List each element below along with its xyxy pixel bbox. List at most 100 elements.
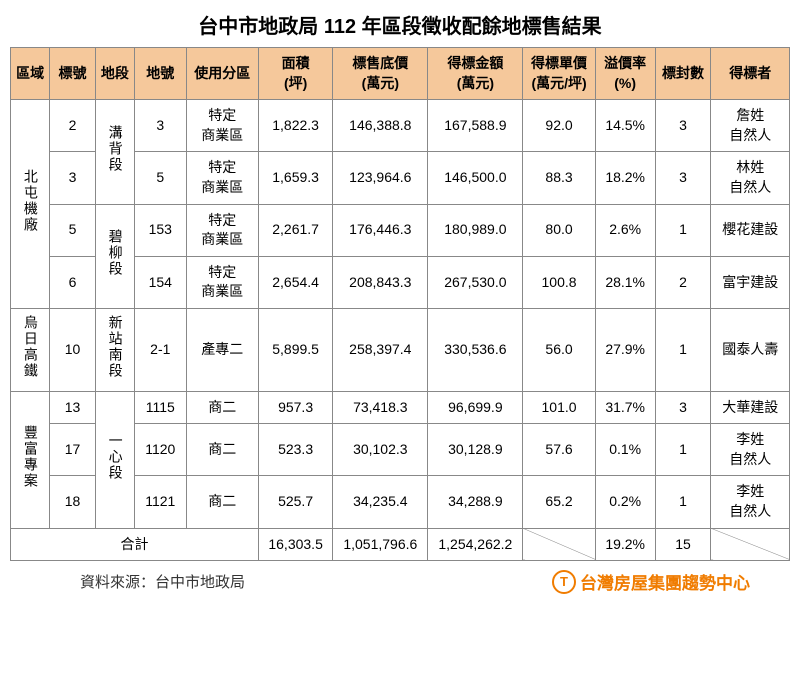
- total-area: 16,303.5: [258, 528, 332, 561]
- lot-cell: 1121: [134, 476, 186, 528]
- prem-cell: 27.9%: [595, 308, 655, 391]
- section-cell: 溝背段: [95, 100, 134, 204]
- prem-cell: 14.5%: [595, 100, 655, 152]
- col-count: 標封數: [655, 48, 711, 100]
- bid-cell: 180,989.0: [428, 204, 523, 256]
- footer: 資料來源：台中市地政局 T 台灣房屋集團趨勢中心: [10, 569, 790, 594]
- zone-cell: 豐富專案: [11, 391, 50, 528]
- total-bid: 1,254,262.2: [428, 528, 523, 561]
- area-cell: 1,659.3: [258, 152, 332, 204]
- lot-cell: 5: [134, 152, 186, 204]
- total-winner-empty: [711, 528, 790, 561]
- no-cell: 13: [50, 391, 95, 424]
- bid-cell: 330,536.6: [428, 308, 523, 391]
- unit-cell: 100.8: [523, 256, 595, 308]
- table-row: 北屯機廠2溝背段3特定商業區1,822.3146,388.8167,588.99…: [11, 100, 790, 152]
- count-cell: 1: [655, 204, 711, 256]
- section-cell: 一心段: [95, 391, 134, 528]
- bid-cell: 167,588.9: [428, 100, 523, 152]
- bid-cell: 30,128.9: [428, 424, 523, 476]
- prem-cell: 0.1%: [595, 424, 655, 476]
- use-cell: 商二: [186, 476, 258, 528]
- winner-cell: 林姓自然人: [711, 152, 790, 204]
- no-cell: 2: [50, 100, 95, 152]
- area-cell: 525.7: [258, 476, 332, 528]
- brand-icon: T: [552, 570, 576, 594]
- area-cell: 2,261.7: [258, 204, 332, 256]
- unit-cell: 101.0: [523, 391, 595, 424]
- count-cell: 1: [655, 308, 711, 391]
- no-cell: 10: [50, 308, 95, 391]
- prem-cell: 0.2%: [595, 476, 655, 528]
- no-cell: 5: [50, 204, 95, 256]
- total-label: 合計: [11, 528, 259, 561]
- use-cell: 特定商業區: [186, 152, 258, 204]
- base-cell: 34,235.4: [333, 476, 428, 528]
- unit-cell: 65.2: [523, 476, 595, 528]
- use-cell: 商二: [186, 391, 258, 424]
- prem-cell: 31.7%: [595, 391, 655, 424]
- col-zone: 區域: [11, 48, 50, 100]
- data-source: 資料來源：台中市地政局: [80, 571, 245, 592]
- count-cell: 2: [655, 256, 711, 308]
- unit-cell: 57.6: [523, 424, 595, 476]
- col-no: 標號: [50, 48, 95, 100]
- count-cell: 3: [655, 100, 711, 152]
- lot-cell: 1115: [134, 391, 186, 424]
- count-cell: 1: [655, 476, 711, 528]
- winner-cell: 李姓自然人: [711, 424, 790, 476]
- area-cell: 2,654.4: [258, 256, 332, 308]
- total-prem: 19.2%: [595, 528, 655, 561]
- section-cell: 碧柳段: [95, 204, 134, 308]
- col-unit: 得標單價(萬元/坪): [523, 48, 595, 100]
- unit-cell: 92.0: [523, 100, 595, 152]
- winner-cell: 富宇建設: [711, 256, 790, 308]
- header-row: 區域 標號 地段 地號 使用分區 面積(坪) 標售底價(萬元) 得標金額(萬元)…: [11, 48, 790, 100]
- prem-cell: 18.2%: [595, 152, 655, 204]
- use-cell: 特定商業區: [186, 256, 258, 308]
- lot-cell: 1120: [134, 424, 186, 476]
- section-cell: 新站南段: [95, 308, 134, 391]
- no-cell: 17: [50, 424, 95, 476]
- col-section: 地段: [95, 48, 134, 100]
- use-cell: 特定商業區: [186, 100, 258, 152]
- col-bid: 得標金額(萬元): [428, 48, 523, 100]
- total-row: 合計16,303.51,051,796.61,254,262.2 19.2%15: [11, 528, 790, 561]
- unit-cell: 56.0: [523, 308, 595, 391]
- bid-cell: 34,288.9: [428, 476, 523, 528]
- area-cell: 957.3: [258, 391, 332, 424]
- total-base: 1,051,796.6: [333, 528, 428, 561]
- winner-cell: 櫻花建設: [711, 204, 790, 256]
- total-count: 15: [655, 528, 711, 561]
- no-cell: 3: [50, 152, 95, 204]
- count-cell: 3: [655, 391, 711, 424]
- area-cell: 523.3: [258, 424, 332, 476]
- no-cell: 6: [50, 256, 95, 308]
- total-unit-empty: [523, 528, 595, 561]
- col-base: 標售底價(萬元): [333, 48, 428, 100]
- no-cell: 18: [50, 476, 95, 528]
- bid-cell: 267,530.0: [428, 256, 523, 308]
- lot-cell: 154: [134, 256, 186, 308]
- zone-cell: 烏日高鐵: [11, 308, 50, 391]
- prem-cell: 28.1%: [595, 256, 655, 308]
- unit-cell: 80.0: [523, 204, 595, 256]
- col-lot: 地號: [134, 48, 186, 100]
- col-area: 面積(坪): [258, 48, 332, 100]
- brand-text: 台灣房屋集團趨勢中心: [580, 569, 750, 594]
- base-cell: 30,102.3: [333, 424, 428, 476]
- use-cell: 產專二: [186, 308, 258, 391]
- count-cell: 1: [655, 424, 711, 476]
- base-cell: 176,446.3: [333, 204, 428, 256]
- area-cell: 5,899.5: [258, 308, 332, 391]
- col-premium: 溢價率(%): [595, 48, 655, 100]
- count-cell: 3: [655, 152, 711, 204]
- lot-cell: 153: [134, 204, 186, 256]
- base-cell: 123,964.6: [333, 152, 428, 204]
- zone-cell: 北屯機廠: [11, 100, 50, 309]
- area-cell: 1,822.3: [258, 100, 332, 152]
- winner-cell: 李姓自然人: [711, 476, 790, 528]
- base-cell: 146,388.8: [333, 100, 428, 152]
- lot-cell: 3: [134, 100, 186, 152]
- col-use: 使用分區: [186, 48, 258, 100]
